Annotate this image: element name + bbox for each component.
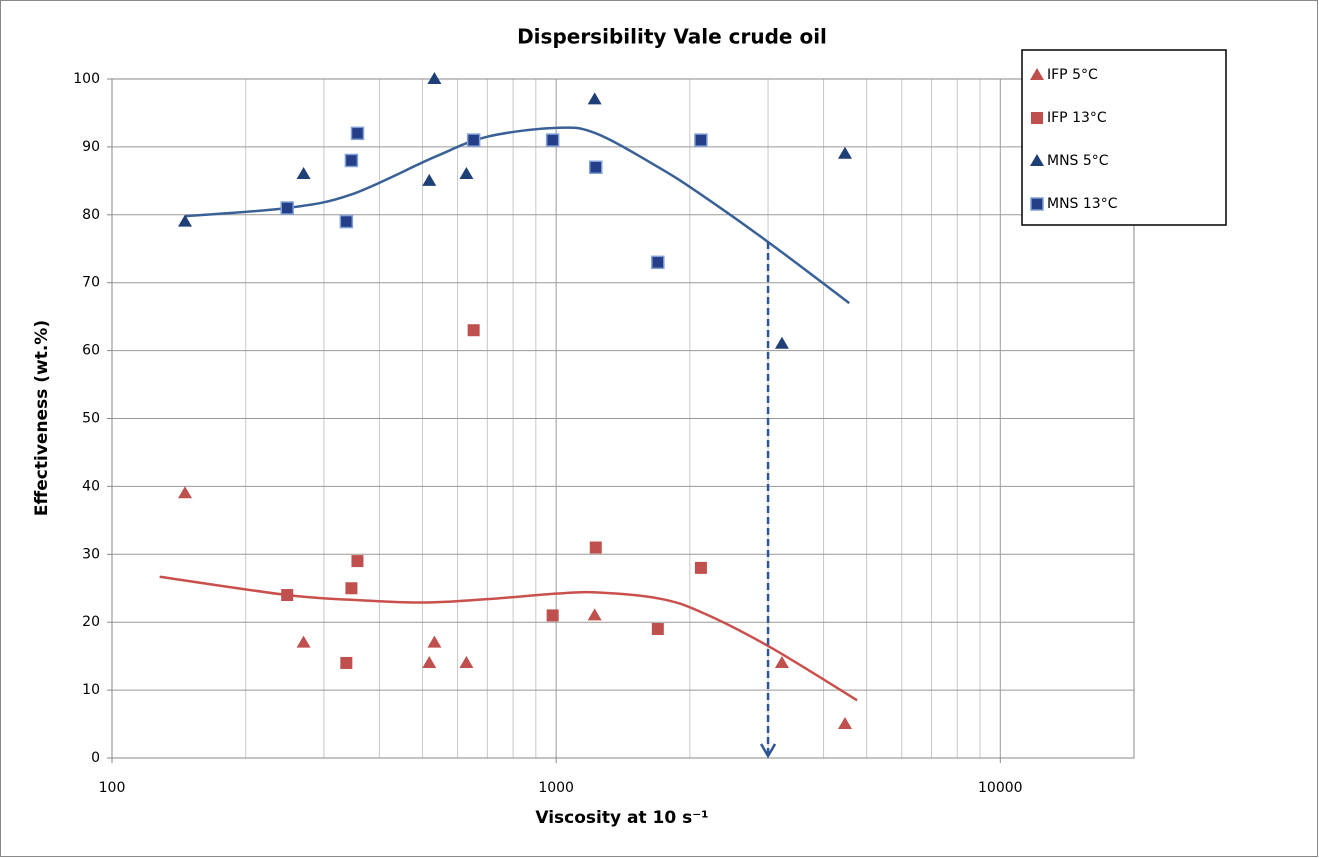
arrow-head bbox=[759, 743, 777, 759]
data-point bbox=[351, 555, 364, 568]
data-point bbox=[651, 622, 664, 635]
data-point bbox=[422, 173, 437, 186]
data-point bbox=[459, 655, 474, 668]
y-tick-label: 30 bbox=[82, 546, 100, 562]
data-point bbox=[587, 92, 602, 105]
data-point bbox=[345, 582, 358, 595]
legend-marker bbox=[1031, 112, 1043, 124]
x-tick-label: 1000 bbox=[538, 780, 574, 796]
data-point bbox=[587, 608, 602, 621]
data-point bbox=[296, 635, 311, 648]
data-point bbox=[296, 167, 311, 180]
data-point bbox=[340, 656, 353, 669]
data-point bbox=[280, 201, 294, 215]
legend bbox=[1021, 49, 1227, 226]
data-point bbox=[427, 635, 442, 648]
y-tick-label: 100 bbox=[73, 71, 100, 87]
x-axis-label: Viscosity at 10 s⁻¹ bbox=[535, 808, 708, 828]
data-point bbox=[177, 486, 192, 499]
plot-border bbox=[111, 78, 1135, 759]
data-point bbox=[467, 324, 480, 337]
data-point bbox=[545, 133, 560, 147]
y-tick-label: 80 bbox=[82, 207, 100, 223]
data-point bbox=[774, 655, 789, 668]
y-tick-label: 50 bbox=[82, 411, 100, 427]
data-point bbox=[589, 160, 603, 175]
data-point bbox=[694, 561, 707, 574]
data-point bbox=[651, 255, 665, 270]
data-point bbox=[466, 133, 481, 147]
data-point bbox=[427, 72, 442, 84]
data-point bbox=[589, 541, 602, 554]
legend-marker bbox=[1030, 154, 1044, 166]
data-point bbox=[459, 167, 474, 180]
chart-title: Dispersibility Vale crude oil bbox=[517, 25, 827, 49]
y-tick-label: 40 bbox=[82, 478, 100, 494]
y-tick-label: 90 bbox=[82, 139, 100, 155]
y-tick-label: 60 bbox=[82, 343, 100, 359]
data-point bbox=[422, 655, 437, 668]
data-point bbox=[339, 214, 354, 229]
legend-label: IFP 13°C bbox=[1047, 110, 1107, 126]
legend-marker bbox=[1030, 68, 1044, 80]
data-point bbox=[837, 717, 852, 730]
x-tick-label: 100 bbox=[99, 780, 126, 796]
trend-curve bbox=[159, 575, 858, 702]
y-tick-label: 20 bbox=[82, 614, 100, 630]
legend-label: MNS 5°C bbox=[1047, 153, 1109, 169]
data-point bbox=[837, 146, 852, 159]
legend-label: IFP 5°C bbox=[1047, 67, 1098, 83]
data-point bbox=[281, 589, 294, 602]
data-point bbox=[177, 214, 192, 227]
y-tick-label: 70 bbox=[82, 275, 100, 291]
legend-label: MNS 13°C bbox=[1047, 196, 1118, 212]
data-point bbox=[774, 336, 789, 349]
data-point bbox=[344, 153, 359, 168]
trend-curve bbox=[184, 126, 851, 305]
data-point bbox=[350, 126, 365, 141]
y-tick-label: 0 bbox=[91, 750, 100, 766]
legend-marker bbox=[1030, 197, 1044, 211]
data-point bbox=[546, 609, 559, 622]
x-tick-label: 10000 bbox=[978, 780, 1023, 796]
y-tick-label: 10 bbox=[82, 682, 100, 698]
data-point bbox=[694, 133, 708, 147]
y-axis-label: Effectiveness (wt.%) bbox=[32, 320, 52, 516]
